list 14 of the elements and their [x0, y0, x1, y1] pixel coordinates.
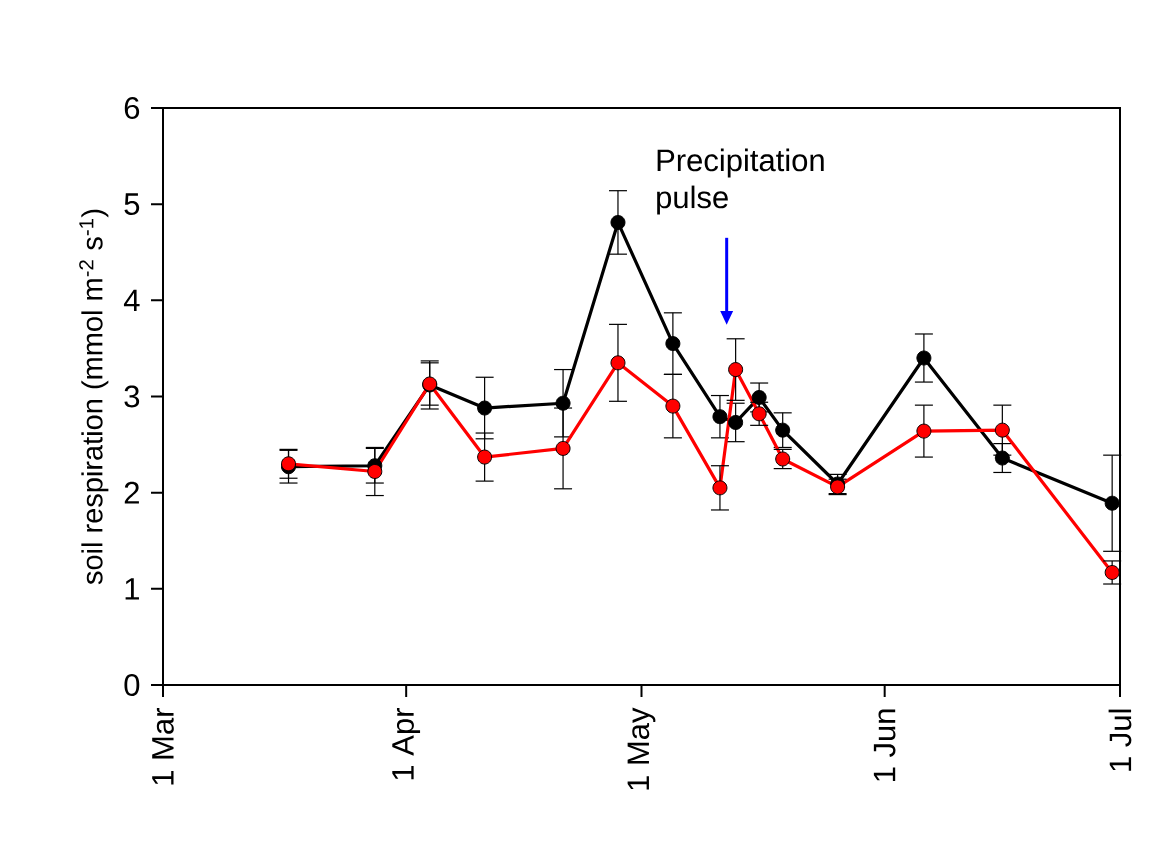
y-tick-label: 4 [123, 289, 140, 311]
y-tick-label: 6 [124, 97, 140, 119]
y-tick-label: 1 [125, 578, 139, 600]
x-tick-label: 1 Jun [873, 709, 896, 781]
y-tick-label: 2 [124, 481, 139, 504]
x-tick-label: 1 May [627, 707, 656, 790]
y-tick-label: 3 [124, 385, 140, 408]
y-axis-title: soil respiration (mmol m$^{-2}$ s$^{-1}$) [79, 209, 109, 585]
x-tick-label: 1 Jul [1108, 709, 1132, 771]
x-tick-label: 1 Mar [152, 708, 174, 785]
y-tick-label: 0 [124, 674, 140, 696]
x-tick-label: 1 Apr [392, 708, 421, 780]
y-tick-label: 5 [124, 193, 140, 215]
annotation: Precipitation pulse [657, 148, 824, 215]
